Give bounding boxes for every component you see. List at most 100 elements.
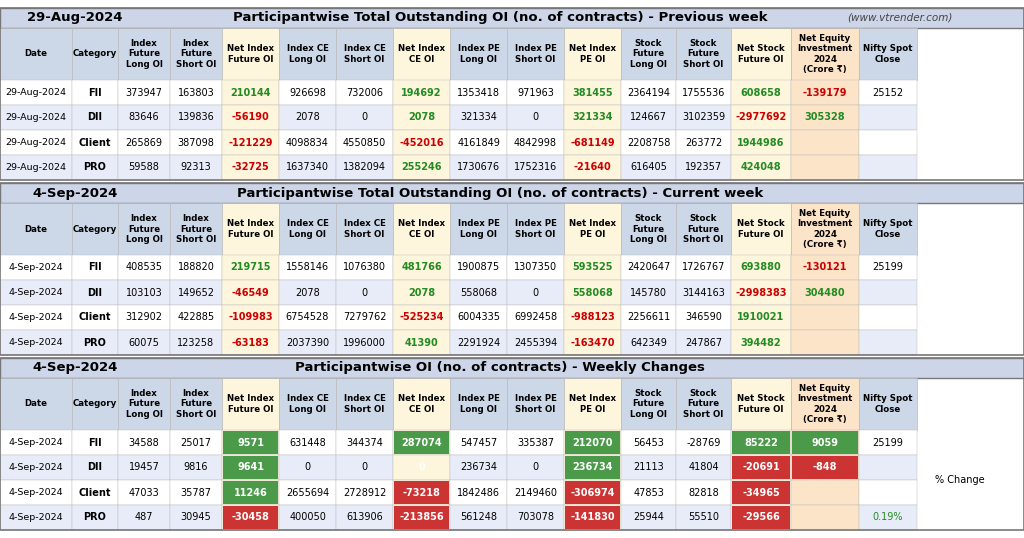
- Bar: [222, 203, 279, 255]
- Bar: [222, 80, 279, 105]
- Bar: [0, 430, 72, 455]
- Text: -2977692: -2977692: [735, 112, 786, 123]
- Bar: [0, 183, 1024, 355]
- Text: 55510: 55510: [688, 513, 719, 522]
- Bar: [450, 505, 507, 530]
- Bar: [791, 255, 859, 280]
- Bar: [222, 378, 279, 430]
- Text: 25199: 25199: [872, 263, 903, 273]
- Bar: [72, 155, 118, 180]
- Text: Participantwise Total Outstanding OI (no. of contracts) - Current week: Participantwise Total Outstanding OI (no…: [237, 187, 763, 200]
- Bar: [791, 105, 859, 130]
- Bar: [676, 480, 731, 505]
- Text: 1755536: 1755536: [682, 88, 725, 97]
- Bar: [621, 505, 676, 530]
- Text: 83646: 83646: [129, 112, 160, 123]
- Bar: [621, 105, 676, 130]
- Text: 642349: 642349: [630, 337, 667, 348]
- Text: 487: 487: [135, 513, 154, 522]
- Bar: [0, 130, 72, 155]
- Text: 4098834: 4098834: [286, 138, 329, 147]
- Bar: [336, 430, 393, 455]
- Bar: [336, 480, 393, 505]
- Text: -2998383: -2998383: [735, 287, 786, 298]
- Text: 481766: 481766: [401, 263, 441, 273]
- Bar: [0, 378, 72, 430]
- Bar: [170, 203, 222, 255]
- Bar: [393, 105, 450, 130]
- Bar: [564, 430, 621, 455]
- Bar: [279, 330, 336, 355]
- Bar: [450, 203, 507, 255]
- Text: Index
Future
Long OI: Index Future Long OI: [126, 39, 163, 69]
- Bar: [170, 255, 222, 280]
- Text: Index PE
Long OI: Index PE Long OI: [458, 220, 500, 239]
- Bar: [791, 80, 859, 105]
- Bar: [394, 506, 449, 529]
- Bar: [170, 505, 222, 530]
- Bar: [336, 130, 393, 155]
- Bar: [118, 430, 170, 455]
- Bar: [621, 430, 676, 455]
- Text: 255246: 255246: [401, 162, 441, 173]
- Bar: [450, 455, 507, 480]
- Text: 547457: 547457: [460, 437, 497, 448]
- Bar: [0, 80, 72, 105]
- Bar: [507, 28, 564, 80]
- Text: 926698: 926698: [289, 88, 326, 97]
- Bar: [336, 505, 393, 530]
- Bar: [393, 28, 450, 80]
- Text: 312902: 312902: [126, 313, 163, 322]
- Text: Stock
Future
Long OI: Stock Future Long OI: [630, 214, 667, 244]
- Text: 25152: 25152: [872, 88, 903, 97]
- Bar: [791, 480, 859, 505]
- Bar: [507, 80, 564, 105]
- Bar: [336, 378, 393, 430]
- Text: 703078: 703078: [517, 513, 554, 522]
- Bar: [0, 330, 72, 355]
- Text: 103103: 103103: [126, 287, 163, 298]
- Bar: [676, 280, 731, 305]
- Bar: [170, 28, 222, 80]
- Bar: [0, 203, 72, 255]
- Bar: [223, 506, 278, 529]
- Bar: [222, 280, 279, 305]
- Bar: [450, 280, 507, 305]
- Bar: [393, 155, 450, 180]
- Text: PRO: PRO: [84, 337, 106, 348]
- Bar: [279, 455, 336, 480]
- Bar: [170, 330, 222, 355]
- Bar: [223, 431, 278, 454]
- Text: 9059: 9059: [811, 437, 839, 448]
- Text: 85222: 85222: [744, 437, 778, 448]
- Bar: [393, 378, 450, 430]
- Bar: [336, 305, 393, 330]
- Text: 1996000: 1996000: [343, 337, 386, 348]
- Bar: [450, 330, 507, 355]
- Bar: [859, 80, 918, 105]
- Bar: [507, 330, 564, 355]
- Bar: [676, 80, 731, 105]
- Bar: [72, 280, 118, 305]
- Bar: [507, 255, 564, 280]
- Bar: [394, 481, 449, 504]
- Bar: [676, 105, 731, 130]
- Text: Net Index
CE OI: Net Index CE OI: [398, 220, 445, 239]
- Text: Stock
Future
Long OI: Stock Future Long OI: [630, 389, 667, 419]
- Bar: [621, 480, 676, 505]
- Bar: [676, 330, 731, 355]
- Text: 2078: 2078: [408, 287, 435, 298]
- Bar: [170, 378, 222, 430]
- Text: 1558146: 1558146: [286, 263, 329, 273]
- Bar: [118, 80, 170, 105]
- Bar: [731, 480, 791, 505]
- Bar: [450, 105, 507, 130]
- Bar: [118, 155, 170, 180]
- Bar: [859, 455, 918, 480]
- Bar: [565, 431, 620, 454]
- Text: 422885: 422885: [177, 313, 215, 322]
- Text: 1900875: 1900875: [457, 263, 500, 273]
- Text: 1307350: 1307350: [514, 263, 557, 273]
- Text: 194692: 194692: [401, 88, 441, 97]
- Text: Index PE
Long OI: Index PE Long OI: [458, 394, 500, 414]
